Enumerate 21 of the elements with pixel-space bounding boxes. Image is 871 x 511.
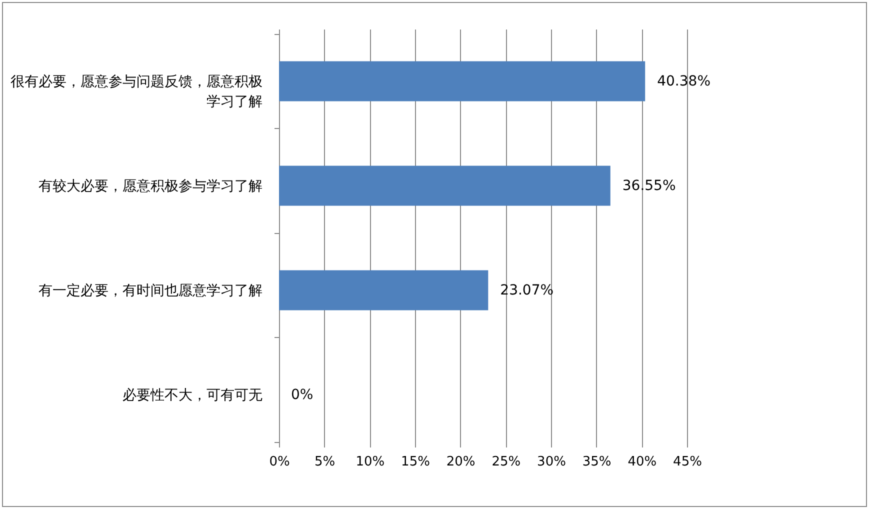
x-tick-label: 25% [492,454,521,470]
data-label: 36.55% [622,178,676,194]
x-tick-label: 45% [673,454,702,470]
x-tick-label: 15% [401,454,430,470]
y-tick-label: 很有必要，愿意参与问题反馈，愿意积极学习了解 [10,74,262,110]
bar [279,166,610,206]
data-label: 0% [291,386,314,403]
x-tick-label: 5% [314,454,336,470]
data-label: 40.38% [657,73,711,90]
bar [279,61,646,102]
x-tick-label: 0% [269,454,290,470]
y-tick-label: 必要性不大，可有可无 [122,387,262,404]
x-tick-label: 35% [582,454,612,470]
x-tick-label: 30% [537,454,566,470]
bar [279,270,488,310]
data-label: 23.07% [500,282,554,298]
x-tick-label: 20% [446,454,476,470]
y-tick-label: 有较大必要，愿意积极参与学习了解 [38,178,262,194]
x-tick-label: 10% [356,454,385,470]
x-tick-label: 40% [628,454,657,470]
y-tick-label: 有一定必要，有时间也愿意学习了解 [38,282,262,299]
